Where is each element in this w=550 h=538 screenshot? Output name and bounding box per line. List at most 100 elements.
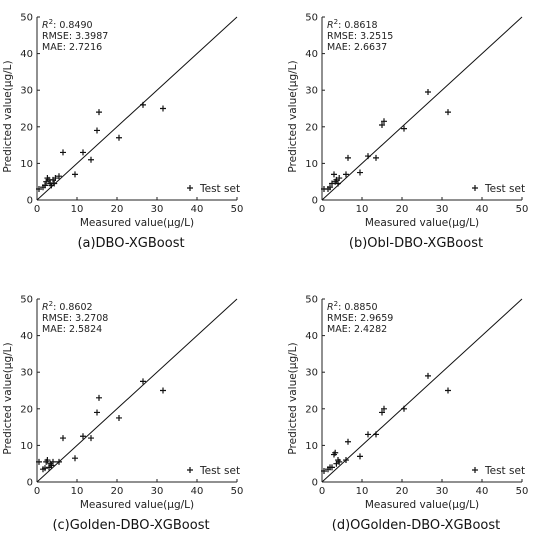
x-tick-label: 20: [396, 204, 409, 215]
metric-rmse: RMSE: 3.3987: [42, 31, 108, 42]
data-point: [80, 433, 86, 440]
data-point: [345, 438, 351, 445]
data-point: [331, 171, 337, 178]
data-point: [321, 468, 327, 475]
x-axis-label: Measured value(μg/L): [365, 217, 479, 229]
legend-marker: [187, 185, 193, 191]
y-tick-label: 30: [20, 368, 33, 379]
y-tick-label: 50: [305, 13, 318, 24]
data-point: [80, 149, 86, 156]
data-point: [365, 431, 371, 438]
data-point: [72, 455, 78, 462]
y-axis-label: Predicted value(μg/L): [2, 60, 14, 172]
x-tick-label: 50: [231, 204, 244, 215]
panel-a: 0 10 20 30 40 50 0 10 20 30 40 50 Measured value(μg/…: [2, 13, 243, 252]
y-tick-label: 0: [312, 196, 318, 207]
metric-label: RMSE: [42, 31, 69, 42]
x-axis-label: Measured value(μg/L): [80, 499, 194, 511]
metric-separator: :: [354, 31, 360, 42]
metric-r: R2: 0.8850: [327, 300, 378, 313]
reference-line: [36, 298, 238, 483]
data-point: [52, 175, 59, 182]
x-tick-label: 50: [516, 486, 529, 497]
x-tick-label: 0: [34, 204, 40, 215]
data-point: [96, 394, 102, 401]
y-tick-label: 40: [305, 331, 318, 342]
x-tick-label: 20: [111, 204, 124, 215]
legend-label: Test set: [484, 183, 525, 195]
metric-mae: MAE: 2.4282: [327, 324, 387, 335]
x-tick-label: 50: [516, 204, 529, 215]
data-point: [373, 154, 379, 161]
y-tick-label: 40: [305, 49, 318, 60]
panel-caption: (b)Obl-DBO-XGBoost: [349, 236, 483, 251]
data-point: [345, 154, 351, 161]
x-tick-label: 0: [34, 486, 40, 497]
data-point: [42, 182, 48, 189]
y-tick-label: 10: [305, 159, 318, 170]
x-tick-label: 30: [436, 204, 449, 215]
data-point: [60, 149, 66, 156]
legend-marker: [472, 185, 478, 191]
y-tick-label: 20: [20, 122, 33, 133]
y-tick-label: 10: [305, 441, 318, 452]
metric-value: 3.2708: [75, 313, 108, 324]
metric-label: MAE: [327, 42, 348, 53]
y-tick-label: 50: [305, 295, 318, 306]
y-axis-label: Predicted value(μg/L): [2, 342, 14, 454]
data-point: [140, 101, 146, 108]
x-tick-label: 30: [151, 204, 164, 215]
data-point: [140, 378, 146, 385]
y-tick-label: 0: [27, 196, 33, 207]
metric-separator: :: [69, 313, 75, 324]
data-point: [357, 453, 363, 460]
data-point: [381, 118, 387, 125]
data-point: [88, 435, 94, 442]
metric-separator: :: [63, 324, 69, 335]
y-tick-label: 40: [20, 331, 33, 342]
metric-separator: :: [348, 42, 354, 53]
metric-separator: :: [354, 313, 360, 324]
y-tick-label: 10: [20, 159, 33, 170]
metric-superscript: 2: [334, 300, 338, 308]
data-point: [329, 180, 335, 187]
data-point: [60, 435, 66, 442]
metric-label: RMSE: [327, 31, 354, 42]
y-tick-label: 20: [20, 404, 33, 415]
x-tick-label: 10: [356, 486, 369, 497]
metric-superscript: 2: [334, 18, 338, 26]
x-tick-label: 20: [396, 486, 409, 497]
metric-value: 0.8618: [344, 20, 377, 31]
reference-line: [36, 16, 238, 201]
y-axis-label: Predicted value(μg/L): [287, 60, 299, 172]
data-point: [327, 184, 333, 191]
data-point: [56, 458, 62, 465]
data-point: [381, 405, 387, 412]
metric-separator: :: [69, 31, 75, 42]
data-point: [96, 109, 102, 116]
metric-value: 2.4282: [354, 324, 387, 335]
metric-value: 0.8490: [59, 20, 92, 31]
data-point: [56, 173, 62, 180]
x-axis-label: Measured value(μg/L): [365, 499, 479, 511]
panel-b: 0 10 20 30 40 50 0 10 20 30 40 50 Measured value(μg/…: [287, 13, 528, 252]
y-axis-label: Predicted value(μg/L): [287, 342, 299, 454]
metric-rmse: RMSE: 3.2515: [327, 31, 393, 42]
y-tick-label: 30: [305, 368, 318, 379]
data-point: [336, 458, 343, 465]
y-tick-label: 50: [20, 13, 33, 24]
data-point: [401, 125, 407, 132]
data-point: [51, 180, 58, 187]
x-tick-label: 10: [356, 204, 369, 215]
metric-value: 0.8850: [344, 302, 377, 313]
metric-r: R2: 0.8602: [42, 300, 93, 313]
legend-label: Test set: [199, 183, 240, 195]
panel-caption: (a)DBO-XGBoost: [77, 236, 184, 251]
data-point: [343, 171, 349, 178]
metric-label: MAE: [327, 324, 348, 335]
reference-line: [321, 298, 523, 483]
data-point: [373, 431, 379, 438]
data-point: [160, 387, 166, 394]
metric-value: 2.5824: [69, 324, 102, 335]
data-point: [445, 387, 451, 394]
